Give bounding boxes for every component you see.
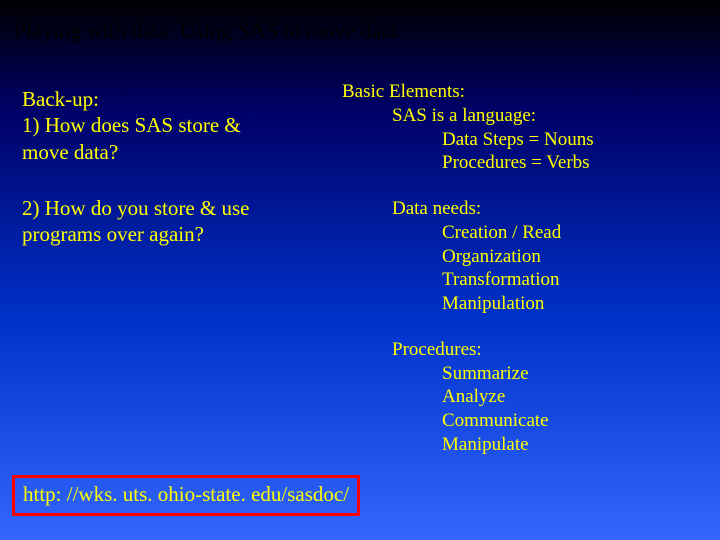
question-2-line-1: 2) How do you store & use bbox=[22, 195, 322, 221]
data-needs-item-3: Transformation bbox=[342, 268, 702, 292]
procedures-heading: Procedures: bbox=[342, 338, 702, 362]
url-text: http: //wks. uts. ohio-state. edu/sasdoc… bbox=[23, 482, 349, 506]
url-box: http: //wks. uts. ohio-state. edu/sasdoc… bbox=[12, 475, 360, 516]
left-column: Back-up: 1) How does SAS store & move da… bbox=[22, 86, 322, 247]
question-1-line-1: 1) How does SAS store & bbox=[22, 112, 322, 138]
procedures-verbs-line: Procedures = Verbs bbox=[342, 151, 702, 175]
data-needs-item-2: Organization bbox=[342, 245, 702, 269]
question-2-line-2: programs over again? bbox=[22, 221, 322, 247]
backup-heading: Back-up: bbox=[22, 86, 322, 112]
sas-language-line: SAS is a language: bbox=[342, 104, 702, 128]
data-needs-item-1: Creation / Read bbox=[342, 221, 702, 245]
data-needs-heading: Data needs: bbox=[342, 197, 702, 221]
procedures-item-1: Summarize bbox=[342, 362, 702, 386]
basic-elements-heading: Basic Elements: bbox=[342, 80, 702, 104]
slide-title: Playing with data: Using SAS to move dat… bbox=[14, 18, 403, 44]
procedures-item-4: Manipulate bbox=[342, 433, 702, 457]
procedures-item-2: Analyze bbox=[342, 385, 702, 409]
data-needs-item-4: Manipulation bbox=[342, 292, 702, 316]
data-steps-line: Data Steps = Nouns bbox=[342, 128, 702, 152]
procedures-item-3: Communicate bbox=[342, 409, 702, 433]
question-1-line-2: move data? bbox=[22, 139, 322, 165]
right-column: Basic Elements: SAS is a language: Data … bbox=[342, 80, 702, 457]
